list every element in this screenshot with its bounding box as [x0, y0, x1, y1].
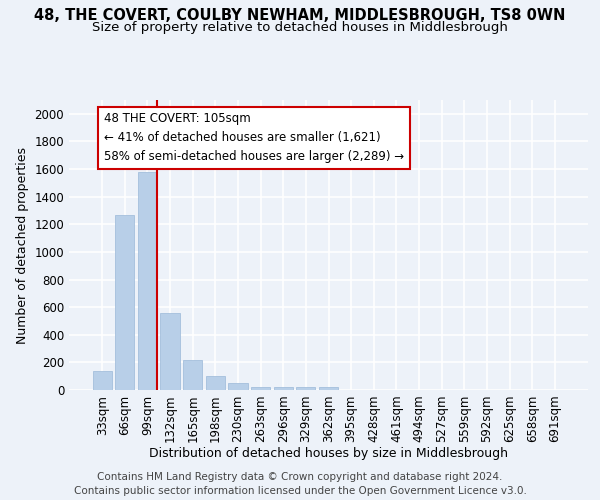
Y-axis label: Number of detached properties: Number of detached properties: [16, 146, 29, 344]
Bar: [115, 214, 134, 390]
Bar: [251, 386, 270, 390]
Text: 48, THE COVERT, COULBY NEWHAM, MIDDLESBROUGH, TS8 0WN: 48, THE COVERT, COULBY NEWHAM, MIDDLESBR…: [34, 8, 566, 22]
Text: 48 THE COVERT: 105sqm
← 41% of detached houses are smaller (1,621)
58% of semi-d: 48 THE COVERT: 105sqm ← 41% of detached …: [104, 112, 404, 164]
Bar: [274, 387, 293, 390]
Text: Size of property relative to detached houses in Middlesbrough: Size of property relative to detached ho…: [92, 21, 508, 34]
Bar: [160, 312, 180, 390]
Bar: [319, 387, 338, 390]
Bar: [92, 370, 112, 390]
Bar: [138, 172, 157, 390]
Bar: [206, 376, 225, 390]
Bar: [229, 383, 248, 390]
Text: Distribution of detached houses by size in Middlesbrough: Distribution of detached houses by size …: [149, 448, 508, 460]
Text: Contains HM Land Registry data © Crown copyright and database right 2024.
Contai: Contains HM Land Registry data © Crown c…: [74, 472, 526, 496]
Bar: [183, 360, 202, 390]
Bar: [296, 387, 316, 390]
